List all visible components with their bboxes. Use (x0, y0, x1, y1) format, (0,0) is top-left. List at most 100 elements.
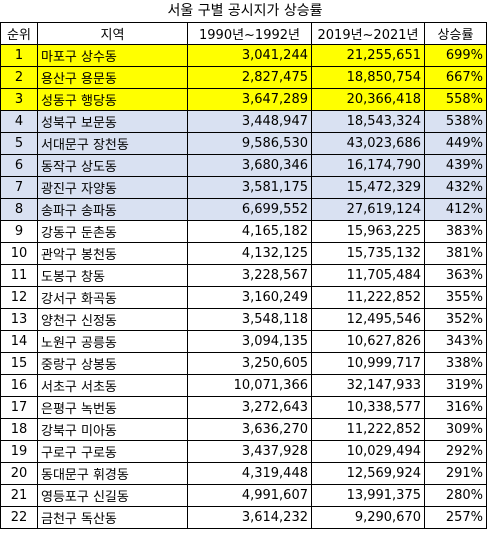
table-row: 12 강서구 화곡동 3,160,249 11,222,852 355% (0, 286, 487, 309)
region-cell: 영등포구 신길동 (37, 484, 188, 507)
rank-cell: 21 (0, 484, 38, 507)
header-2019-2021: 2019년~2021년 (311, 22, 425, 45)
price-1990-cell: 9,586,530 (187, 132, 312, 155)
rank-cell: 6 (0, 154, 38, 177)
rank-cell: 13 (0, 308, 38, 331)
price-2019-cell: 15,735,132 (311, 242, 425, 265)
region-cell: 강동구 둔촌동 (37, 220, 188, 243)
table-row: 3 성동구 행당동 3,647,289 20,366,418 558% (0, 88, 487, 111)
rate-cell: 449% (424, 132, 487, 155)
price-1990-cell: 4,132,125 (187, 242, 312, 265)
price-1990-cell: 3,448,947 (187, 110, 312, 133)
land-price-table: 순위 지역 1990년~1992년 2019년~2021년 상승률 1 마포구 상… (0, 22, 487, 529)
table-row: 7 광진구 자양동 3,581,175 15,472,329 432% (0, 176, 487, 199)
header-1990-1992: 1990년~1992년 (187, 22, 312, 45)
price-2019-cell: 27,619,124 (311, 198, 425, 221)
rank-cell: 17 (0, 396, 38, 419)
rank-cell: 8 (0, 198, 38, 221)
price-2019-cell: 18,850,754 (311, 66, 425, 89)
region-cell: 광진구 자양동 (37, 176, 188, 199)
rank-cell: 22 (0, 506, 38, 529)
rank-cell: 19 (0, 440, 38, 463)
table-row: 13 양천구 신정동 3,548,118 12,495,546 352% (0, 308, 487, 331)
rate-cell: 355% (424, 286, 487, 309)
rate-cell: 257% (424, 506, 487, 529)
rate-cell: 352% (424, 308, 487, 331)
price-1990-cell: 3,581,175 (187, 176, 312, 199)
table-row: 1 마포구 상수동 3,041,244 21,255,651 699% (0, 44, 487, 67)
rate-cell: 383% (424, 220, 487, 243)
price-2019-cell: 43,023,686 (311, 132, 425, 155)
price-2019-cell: 10,338,577 (311, 396, 425, 419)
region-cell: 금천구 독산동 (37, 506, 188, 529)
rank-cell: 15 (0, 352, 38, 375)
rate-cell: 280% (424, 484, 487, 507)
region-cell: 용산구 용문동 (37, 66, 188, 89)
region-cell: 성동구 행당동 (37, 88, 188, 111)
price-1990-cell: 3,680,346 (187, 154, 312, 177)
rate-cell: 292% (424, 440, 487, 463)
price-2019-cell: 11,222,852 (311, 418, 425, 441)
price-1990-cell: 3,636,270 (187, 418, 312, 441)
price-1990-cell: 3,041,244 (187, 44, 312, 67)
rate-cell: 558% (424, 88, 487, 111)
region-cell: 성북구 보문동 (37, 110, 188, 133)
table-row: 6 동작구 상도동 3,680,346 16,174,790 439% (0, 154, 487, 177)
region-cell: 강서구 화곡동 (37, 286, 188, 309)
header-region: 지역 (37, 22, 188, 45)
rank-cell: 5 (0, 132, 38, 155)
price-1990-cell: 3,647,289 (187, 88, 312, 111)
price-1990-cell: 3,250,605 (187, 352, 312, 375)
region-cell: 양천구 신정동 (37, 308, 188, 331)
table-row: 5 서대문구 장천동 9,586,530 43,023,686 449% (0, 132, 487, 155)
region-cell: 마포구 상수동 (37, 44, 188, 67)
price-2019-cell: 21,255,651 (311, 44, 425, 67)
region-cell: 관악구 봉천동 (37, 242, 188, 265)
rate-cell: 316% (424, 396, 487, 419)
region-cell: 동대문구 휘경동 (37, 462, 188, 485)
price-2019-cell: 12,495,546 (311, 308, 425, 331)
rank-cell: 12 (0, 286, 38, 309)
rank-cell: 10 (0, 242, 38, 265)
rank-cell: 4 (0, 110, 38, 133)
table-row: 17 은평구 녹번동 3,272,643 10,338,577 316% (0, 396, 487, 419)
price-2019-cell: 20,366,418 (311, 88, 425, 111)
table-row: 8 송파구 송파동 6,699,552 27,619,124 412% (0, 198, 487, 221)
region-cell: 구로구 구로동 (37, 440, 188, 463)
region-cell: 노원구 공릉동 (37, 330, 188, 353)
region-cell: 동작구 상도동 (37, 154, 188, 177)
price-2019-cell: 32,147,933 (311, 374, 425, 397)
rate-cell: 667% (424, 66, 487, 89)
rate-cell: 439% (424, 154, 487, 177)
price-2019-cell: 10,029,494 (311, 440, 425, 463)
rate-cell: 432% (424, 176, 487, 199)
rate-cell: 309% (424, 418, 487, 441)
price-2019-cell: 11,222,852 (311, 286, 425, 309)
rate-cell: 319% (424, 374, 487, 397)
rank-cell: 1 (0, 44, 38, 67)
table-body: 1 마포구 상수동 3,041,244 21,255,651 699% 2 용산구 용문동 2… (0, 44, 487, 529)
rate-cell: 343% (424, 330, 487, 353)
region-cell: 도봉구 창동 (37, 264, 188, 287)
price-1990-cell: 6,699,552 (187, 198, 312, 221)
price-1990-cell: 4,319,448 (187, 462, 312, 485)
region-cell: 서초구 서초동 (37, 374, 188, 397)
price-1990-cell: 2,827,475 (187, 66, 312, 89)
price-2019-cell: 18,543,324 (311, 110, 425, 133)
price-2019-cell: 15,472,329 (311, 176, 425, 199)
header-rank: 순위 (0, 22, 38, 45)
header-rate: 상승률 (424, 22, 487, 45)
price-1990-cell: 3,614,232 (187, 506, 312, 529)
price-1990-cell: 3,160,249 (187, 286, 312, 309)
price-2019-cell: 11,705,484 (311, 264, 425, 287)
region-cell: 중랑구 상봉동 (37, 352, 188, 375)
table-row: 4 성북구 보문동 3,448,947 18,543,324 538% (0, 110, 487, 133)
price-1990-cell: 10,071,366 (187, 374, 312, 397)
price-1990-cell: 3,094,135 (187, 330, 312, 353)
table-row: 16 서초구 서초동 10,071,366 32,147,933 319% (0, 374, 487, 397)
price-1990-cell: 3,437,928 (187, 440, 312, 463)
price-2019-cell: 12,569,924 (311, 462, 425, 485)
table-row: 21 영등포구 신길동 4,991,607 13,991,375 280% (0, 484, 487, 507)
table-title: 서울 구별 공시지가 상승률 (167, 3, 323, 19)
rank-cell: 9 (0, 220, 38, 243)
